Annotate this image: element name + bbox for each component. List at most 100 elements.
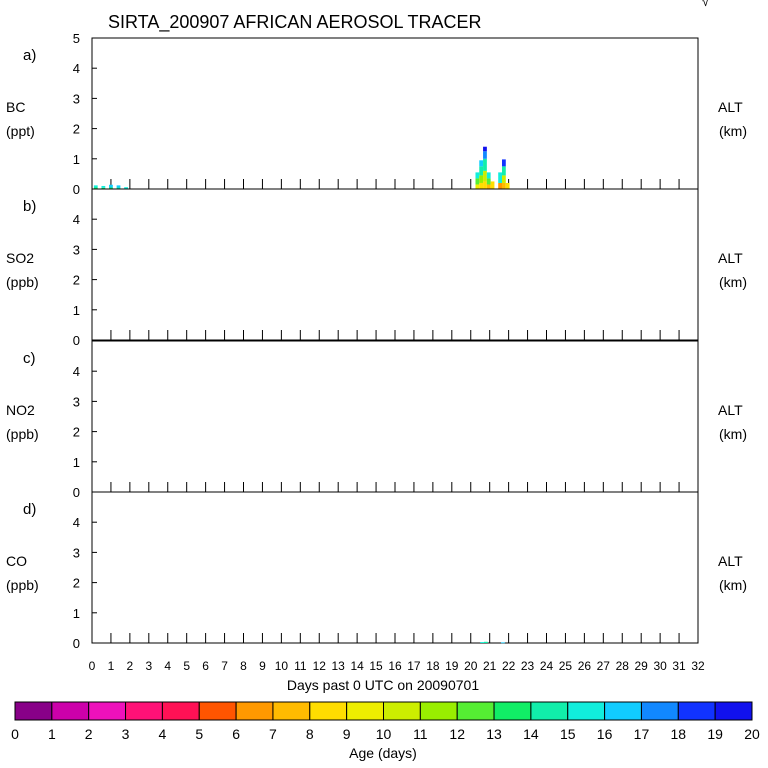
- colorbar-tick-label: 0: [11, 726, 19, 742]
- x-tick-label: 30: [653, 659, 667, 673]
- bar-segment: [124, 187, 128, 189]
- x-tick-label: 27: [597, 659, 611, 673]
- species-label: BC: [6, 99, 25, 115]
- y-tick-label: 1: [73, 303, 80, 318]
- colorbar-swatch: [493, 701, 532, 721]
- altitude-label: ALT: [718, 553, 743, 569]
- colorbar-tick-label: 4: [159, 726, 167, 742]
- x-tick-label: 24: [540, 659, 554, 673]
- data-bar: [490, 181, 495, 189]
- species-unit: (ppb): [6, 577, 39, 593]
- colorbar-swatch: [161, 701, 200, 721]
- x-tick-label: 8: [240, 659, 247, 673]
- x-tick-label: 6: [202, 659, 209, 673]
- bar-segment: [484, 641, 488, 643]
- colorbar-tick-label: 17: [634, 726, 650, 742]
- x-tick-label: 10: [275, 659, 289, 673]
- bar-segment: [483, 146, 487, 152]
- y-tick-label: 2: [73, 273, 80, 288]
- bar-segment: [479, 182, 484, 189]
- data-bar: [109, 184, 113, 189]
- colorbar-swatch: [456, 701, 495, 721]
- x-tick-label: 7: [221, 659, 228, 673]
- y-tick-label: 1: [73, 455, 80, 470]
- colorbar-swatch: [272, 701, 311, 721]
- bar-segment: [479, 166, 484, 176]
- bar-segment: [480, 642, 485, 643]
- bar-segment: [490, 181, 495, 189]
- panel-letter: d): [23, 501, 36, 518]
- data-bar: [116, 185, 121, 189]
- colorbar-tick-label: 7: [269, 726, 277, 742]
- colorbar-tick-label: 6: [232, 726, 240, 742]
- colorbar-tick-label: 13: [486, 726, 502, 742]
- y-tick-label: 3: [73, 394, 80, 409]
- x-tick-label: 23: [521, 659, 535, 673]
- colorbar-swatch: [14, 701, 53, 721]
- species-label: SO2: [6, 250, 34, 266]
- y-tick-label: 3: [73, 242, 80, 257]
- y-tick-label: 2: [73, 425, 80, 440]
- data-bar: [484, 641, 488, 643]
- x-tick-label: 13: [332, 659, 346, 673]
- bar-segment: [498, 172, 502, 183]
- colorbar-swatch: [198, 701, 237, 721]
- x-tick-label: 16: [388, 659, 402, 673]
- altitude-label: ALT: [718, 250, 743, 266]
- bar-segment: [479, 160, 484, 167]
- colorbar-tick-label: 1: [48, 726, 56, 742]
- bar-segment: [501, 166, 506, 176]
- x-axis-title: Days past 0 UTC on 20090701: [287, 677, 479, 693]
- altitude-label: ALT: [718, 99, 743, 115]
- colorbar-swatch: [51, 701, 90, 721]
- bar-segment: [101, 185, 106, 188]
- colorbar-tick-label: 5: [195, 726, 203, 742]
- data-bar: [486, 172, 491, 189]
- x-tick-label: 26: [578, 659, 592, 673]
- species-unit: (ppt): [6, 123, 35, 139]
- y-tick-label: 3: [73, 91, 80, 106]
- y-tick-label: 4: [73, 61, 80, 76]
- bar-segment: [501, 182, 506, 189]
- plot-frame: [91, 37, 699, 190]
- species-unit: (ppb): [6, 426, 39, 442]
- species-unit: (ppb): [6, 274, 39, 290]
- x-tick-label: 15: [369, 659, 383, 673]
- y-tick-label: 1: [73, 152, 80, 167]
- bar-segment: [498, 182, 502, 189]
- x-tick-label: 18: [426, 659, 440, 673]
- colorbar-swatch: [677, 701, 716, 721]
- bar-segment: [486, 184, 491, 189]
- data-bar: [124, 187, 128, 189]
- panel-letter: c): [23, 350, 36, 367]
- plot-frame: [91, 340, 699, 493]
- colorbar-swatch: [530, 701, 569, 721]
- colorbar-tick-label: 11: [413, 726, 428, 742]
- plot-frame: [91, 188, 699, 341]
- colorbar-tick-label: 10: [376, 726, 392, 742]
- bar-segment: [109, 187, 113, 189]
- y-tick-label: 4: [73, 515, 80, 530]
- corner-check-mark: √: [702, 0, 710, 9]
- colorbar-tick-label: 9: [343, 726, 351, 742]
- data-bar: [501, 159, 506, 189]
- bar-segment: [93, 187, 98, 189]
- x-tick-label: 20: [464, 659, 478, 673]
- y-tick-label: 2: [73, 576, 80, 591]
- colorbar-swatch: [640, 701, 679, 721]
- x-tick-label: 31: [672, 659, 686, 673]
- altitude-unit: (km): [719, 123, 747, 139]
- colorbar-tick-label: 15: [560, 726, 576, 742]
- altitude-unit: (km): [719, 426, 747, 442]
- panel-letter: b): [23, 198, 36, 215]
- bar-segment: [116, 185, 121, 188]
- bar-segment: [483, 170, 487, 182]
- y-tick-label: 0: [73, 182, 80, 197]
- y-tick-label: 0: [73, 333, 80, 348]
- bar-segment: [505, 182, 510, 189]
- bar-segment: [483, 158, 487, 171]
- data-bar: [93, 185, 98, 189]
- colorbar-swatch: [419, 701, 458, 721]
- age-colorbar: 0 1 2 3 4 5 6 7 8 9 10 11 12 13 14 15 16 17 18 19 20: [11, 701, 760, 742]
